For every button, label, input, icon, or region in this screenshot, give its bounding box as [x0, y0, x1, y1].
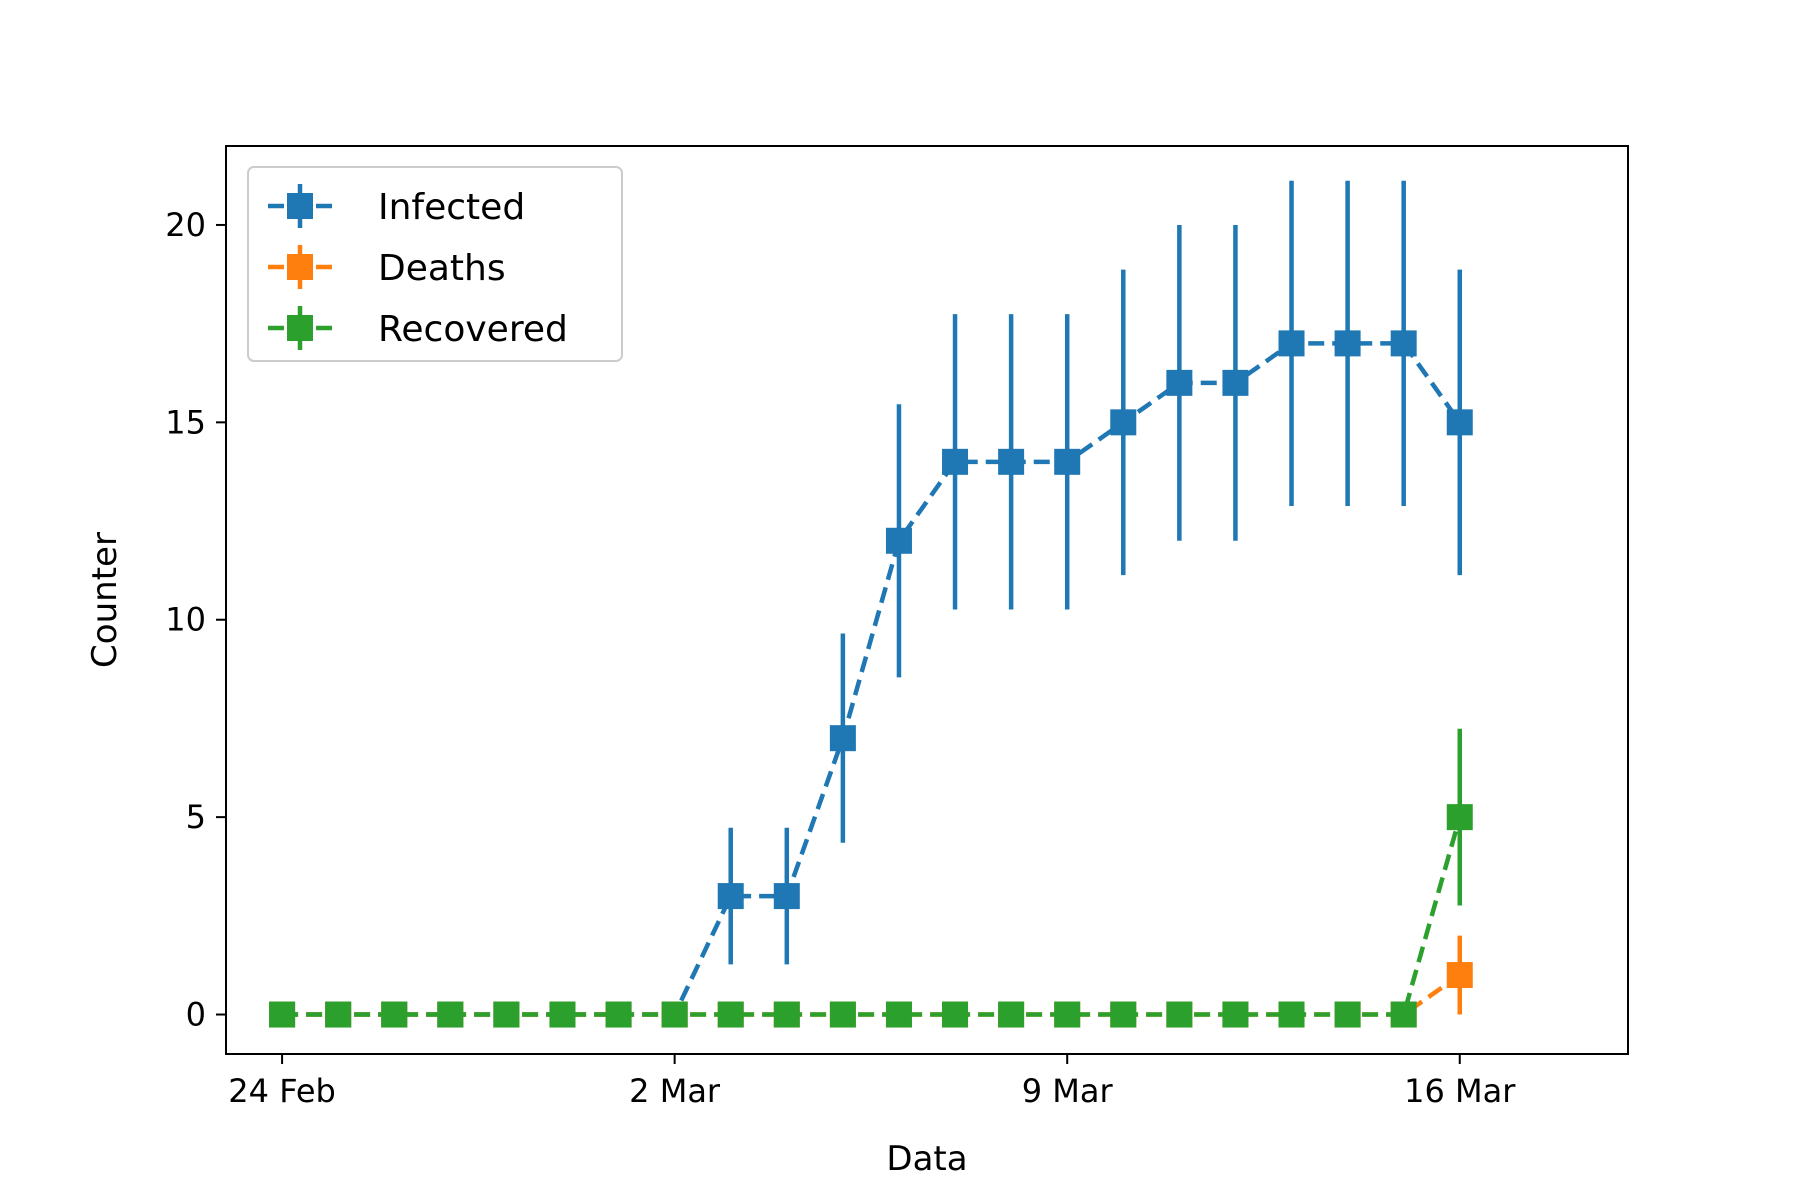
- data-point: [605, 1001, 632, 1028]
- legend-box: [247, 166, 623, 362]
- x-tick-label: 16 Mar: [1404, 1072, 1516, 1110]
- data-point: [1222, 369, 1249, 396]
- data-point: [829, 1001, 856, 1028]
- data-point: [1054, 448, 1081, 475]
- legend-item-infected[interactable]: Infected: [268, 184, 525, 228]
- data-point: [829, 725, 856, 752]
- data-point: [1446, 962, 1473, 989]
- x-tick-label: 2 Mar: [629, 1072, 721, 1110]
- series-line: [282, 816, 1462, 1017]
- data-point: [885, 527, 912, 554]
- legend-item-deaths[interactable]: Deaths: [268, 245, 506, 289]
- data-point: [885, 1001, 912, 1028]
- data-point: [773, 1001, 800, 1028]
- data-point: [549, 1001, 576, 1028]
- data-point: [661, 1001, 688, 1028]
- y-axis-ticks: 0 5 10 15 20: [165, 206, 226, 1034]
- data-point: [1278, 1001, 1305, 1028]
- data-point: [1446, 409, 1473, 436]
- data-point: [381, 1001, 408, 1028]
- legend[interactable]: Infected Deaths Recovered: [247, 166, 623, 362]
- y-axis-label: Counter: [85, 532, 125, 668]
- data-point: [1110, 409, 1137, 436]
- data-point: [998, 448, 1025, 475]
- data-point: [1222, 1001, 1249, 1028]
- data-point: [717, 1001, 744, 1028]
- data-point: [269, 1001, 296, 1028]
- series-layer: [269, 180, 1473, 1028]
- data-point: [1446, 804, 1473, 831]
- data-point: [1166, 1001, 1193, 1028]
- data-point: [1054, 1001, 1081, 1028]
- data-point: [998, 1001, 1025, 1028]
- y-tick-label: 0: [186, 996, 206, 1034]
- data-point: [942, 448, 969, 475]
- legend-marker-swatch: [287, 254, 313, 280]
- x-axis-label: Data: [886, 1139, 967, 1179]
- y-tick-label: 20: [165, 206, 206, 244]
- data-point: [1390, 1001, 1417, 1028]
- data-point: [1278, 330, 1305, 357]
- legend-label: Deaths: [378, 248, 506, 289]
- data-point: [773, 883, 800, 910]
- data-point: [1110, 1001, 1137, 1028]
- y-tick-label: 15: [165, 403, 206, 441]
- data-point: [437, 1001, 464, 1028]
- data-point: [1166, 369, 1193, 396]
- data-point: [1334, 330, 1361, 357]
- legend-label: Infected: [378, 187, 525, 228]
- legend-label: Recovered: [378, 309, 568, 350]
- data-point: [493, 1001, 520, 1028]
- data-point: [1334, 1001, 1361, 1028]
- y-tick-label: 10: [165, 601, 206, 639]
- data-point: [717, 883, 744, 910]
- legend-marker-swatch: [287, 193, 313, 219]
- plot-area-frame: [225, 145, 1629, 1055]
- x-tick-label: 24 Feb: [228, 1072, 336, 1110]
- y-tick-label: 5: [186, 798, 206, 836]
- legend-marker-swatch: [287, 315, 313, 341]
- legend-item-recovered[interactable]: Recovered: [268, 306, 568, 350]
- x-tick-label: 9 Mar: [1022, 1072, 1114, 1110]
- series-recovered: [269, 728, 1473, 1028]
- data-point: [942, 1001, 969, 1028]
- x-axis-ticks: 24 Feb 2 Mar 9 Mar 16 Mar: [228, 1054, 1516, 1110]
- data-point: [325, 1001, 352, 1028]
- data-point: [1390, 330, 1417, 357]
